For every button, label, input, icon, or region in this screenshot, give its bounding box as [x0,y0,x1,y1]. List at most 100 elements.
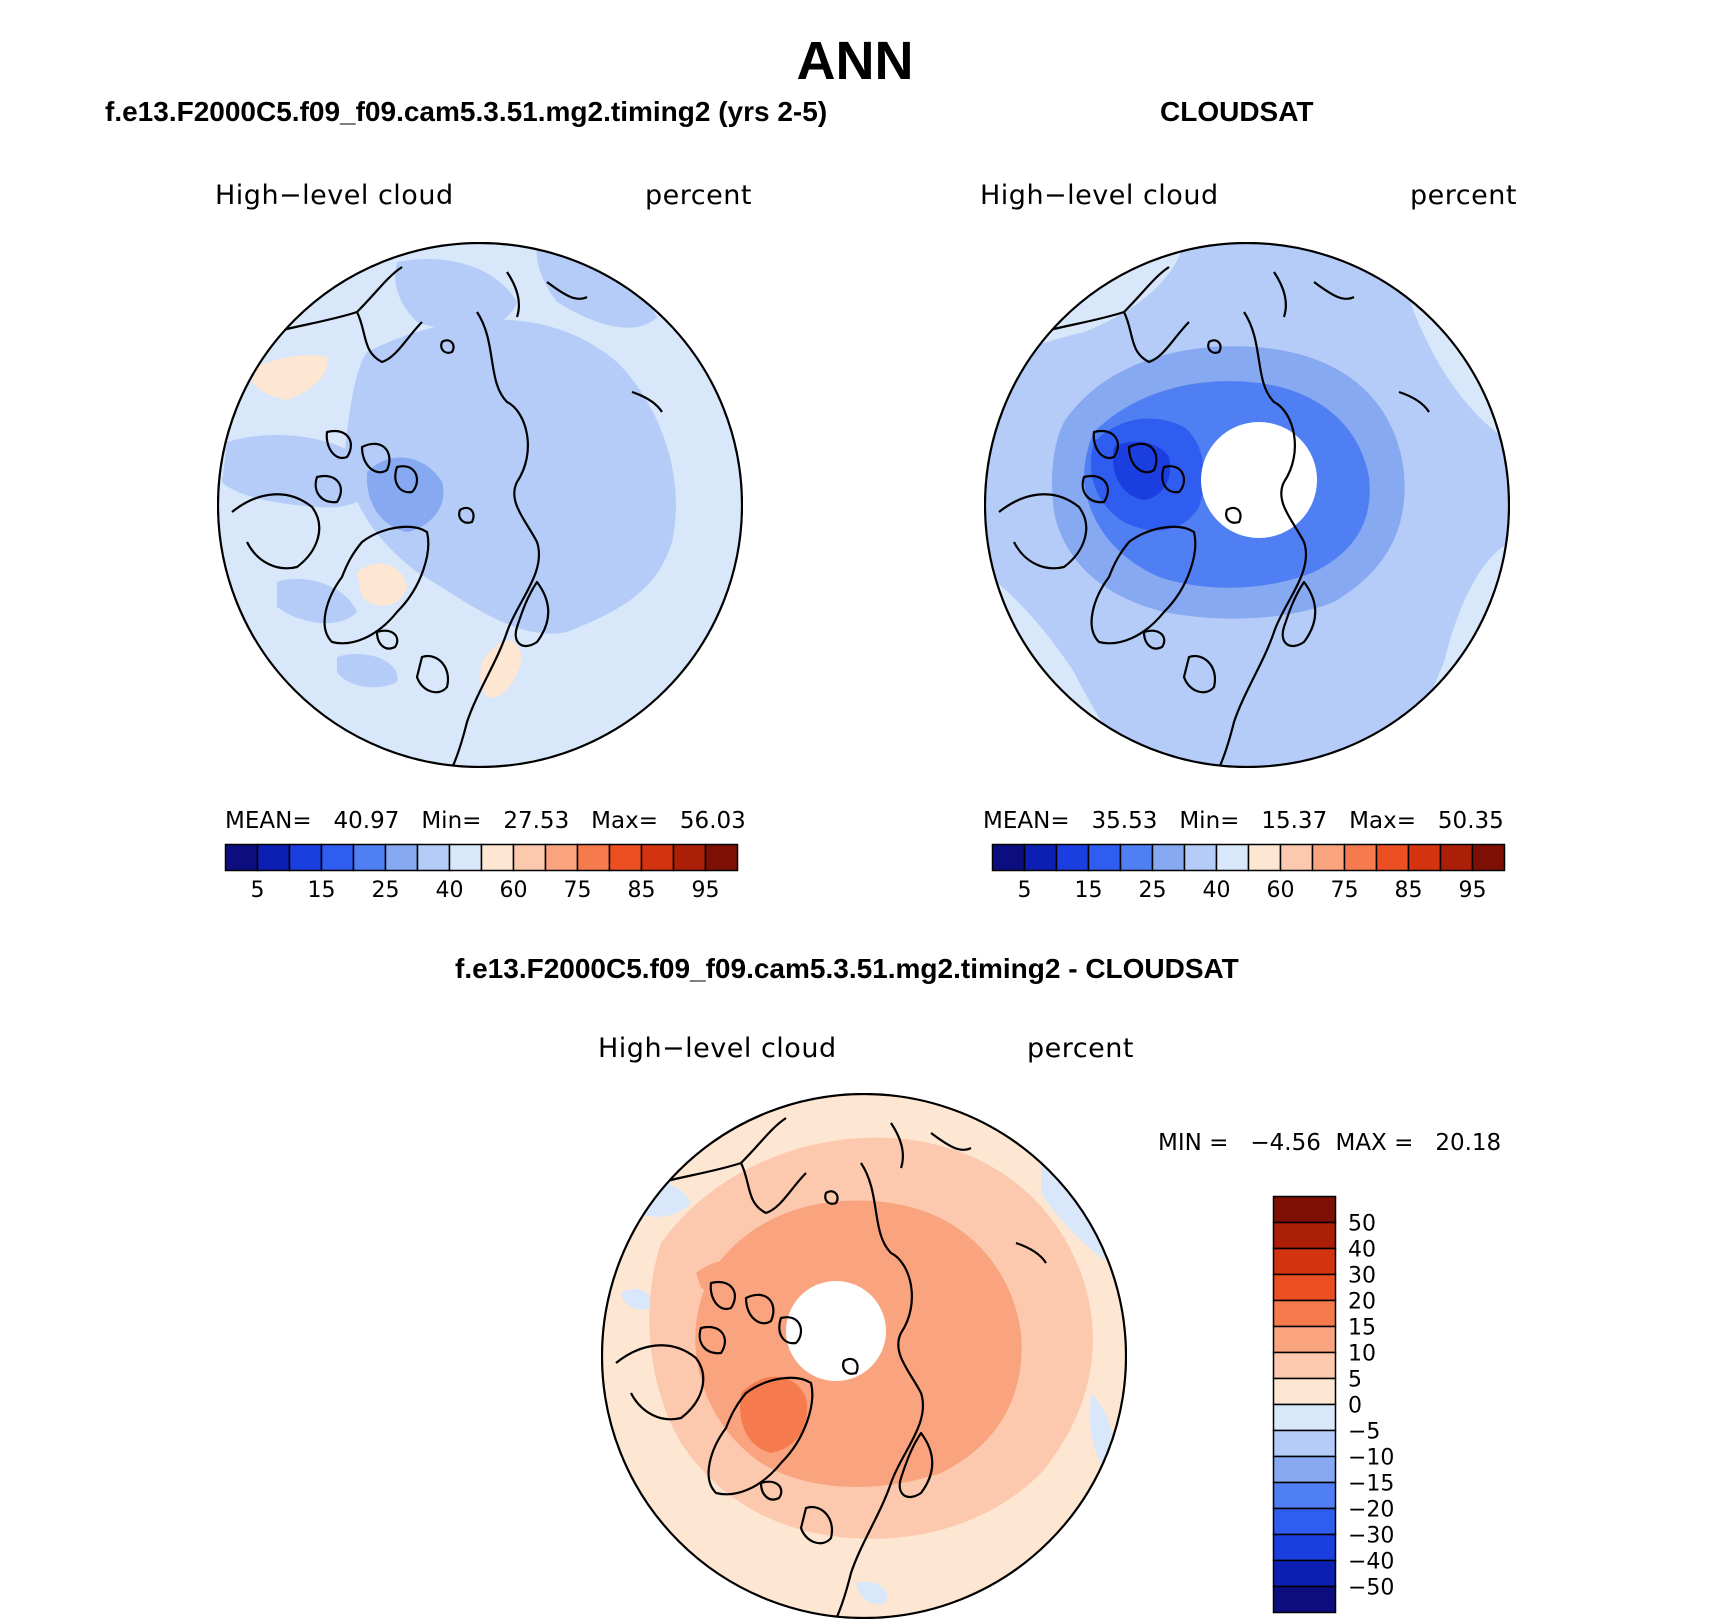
stats-obs: MEAN= 35.53 Min= 15.37 Max= 50.35 [983,808,1504,834]
mean-label: MEAN= [983,808,1070,834]
colorbar-tick-label: −30 [1348,1524,1394,1549]
min-label: Min= [421,808,482,834]
variable-label-obs: High−level cloud [980,180,1219,211]
colorbar-swatch [1407,843,1442,872]
colorbar-tick-label: 15 [308,878,336,903]
min-value: 27.53 [503,808,570,834]
colorbar-swatch [1272,1585,1337,1614]
min-value: −4.56 [1250,1130,1321,1156]
colorbar-tick-label: 15 [1075,878,1103,903]
max-label: Max= [591,808,658,834]
colorbar-model [224,843,739,872]
colorbar-swatch [1272,1481,1337,1510]
colorbar-tick-label: −10 [1348,1446,1394,1471]
colorbar-swatch [1272,1195,1337,1224]
colorbar-tick-label: 20 [1348,1290,1376,1315]
difference-field [602,1094,1126,1618]
coastlines-obs [998,266,1430,767]
colorbar-swatch [288,843,323,872]
mean-value: 40.97 [333,808,400,834]
colorbar-swatch [1439,843,1474,872]
colorbar-tick-label: −50 [1348,1576,1394,1601]
colorbar-swatch [1343,843,1378,872]
panel-title-obs: CLOUDSAT [1160,96,1314,127]
colorbar-tick-label: 85 [628,878,656,903]
units-label-diff: percent [1027,1033,1134,1064]
coastlines-model [231,266,663,767]
colorbar-swatch [224,843,259,872]
min-value: 15.37 [1261,808,1328,834]
colorbar-swatch [1272,1273,1337,1302]
colorbar-tick-label: 75 [1331,878,1359,903]
polar-map-model [217,242,743,768]
colorbar-swatch [1272,1403,1337,1432]
colorbar-swatch [576,843,611,872]
min-label: Min= [1179,808,1240,834]
colorbar-swatch [416,843,451,872]
map-frame-obs [984,242,1510,768]
colorbar-tick-label: 85 [1395,878,1423,903]
map-frame-model [217,242,743,768]
colorbar-swatch [320,843,355,872]
colorbar-tick-label: 40 [1203,878,1231,903]
stats-diff: MIN = −4.56 MAX = 20.18 [1158,1130,1501,1156]
units-label-obs: percent [1410,180,1517,211]
colorbar-tick-label: 30 [1348,1264,1376,1289]
colorbar-tick-label: −20 [1348,1498,1394,1523]
colorbar-swatch [448,843,483,872]
colorbar-obs [991,843,1506,872]
colorbar-tick-label: 50 [1348,1212,1376,1237]
mean-value: 35.53 [1091,808,1158,834]
colorbar-swatch [608,843,643,872]
colorbar-swatch [672,843,707,872]
colorbar-swatch [1119,843,1154,872]
colorbar-tick-label: 60 [1267,878,1295,903]
colorbar-swatch [256,843,291,872]
colorbar-swatch [1272,1351,1337,1380]
colorbar-swatch [1272,1221,1337,1250]
colorbar-tick-label: −40 [1348,1550,1394,1575]
colorbar-swatch [1272,1455,1337,1484]
polar-map-diff [601,1093,1127,1619]
colorbar-tick-label: 40 [1348,1238,1376,1263]
figure-title: ANN [796,31,914,91]
colorbar-swatch [1272,1299,1337,1328]
colorbar-tick-label: 15 [1348,1316,1376,1341]
colorbar-tick-label: 25 [1139,878,1167,903]
colorbar-tick-label: 95 [692,878,720,903]
colorbar-swatch [384,843,419,872]
colorbar-swatch [991,843,1026,872]
colorbar-swatch [544,843,579,872]
colorbar-tick-label: 5 [1018,878,1032,903]
mean-label: MEAN= [225,808,312,834]
coastlines-diff [615,1117,1047,1618]
colorbar-swatch [1247,843,1282,872]
colorbar-tick-label: 0 [1348,1394,1362,1419]
colorbar-swatch [1279,843,1314,872]
max-value: 56.03 [679,808,746,834]
colorbar-labels-obs: 5 15 25 40 60 75 85 95 [1018,878,1487,903]
colorbar-swatch [1023,843,1058,872]
cloud-field-model [218,243,742,767]
min-label: MIN = [1158,1130,1229,1156]
colorbar-tick-label: 5 [251,878,265,903]
colorbar-swatch [512,843,547,872]
variable-label-model: High−level cloud [215,180,454,211]
colorbar-swatch [1471,843,1506,872]
colorbar-swatch [1272,1429,1337,1458]
max-value: 50.35 [1437,808,1504,834]
colorbar-swatch [1183,843,1218,872]
colorbar-swatch [1151,843,1186,872]
colorbar-tick-label: 40 [436,878,464,903]
colorbar-swatch [640,843,675,872]
colorbar-tick-label: 10 [1348,1342,1376,1367]
colorbar-swatch [480,843,515,872]
stats-model: MEAN= 40.97 Min= 27.53 Max= 56.03 [225,808,746,834]
panel-title-model: f.e13.F2000C5.f09_f09.cam5.3.51.mg2.timi… [105,96,828,127]
colorbar-swatch [1087,843,1122,872]
cloud-field-obs [985,243,1509,767]
colorbar-swatch [352,843,387,872]
max-label: Max= [1349,808,1416,834]
variable-label-diff: High−level cloud [598,1033,837,1064]
colorbar-tick-label: 75 [564,878,592,903]
